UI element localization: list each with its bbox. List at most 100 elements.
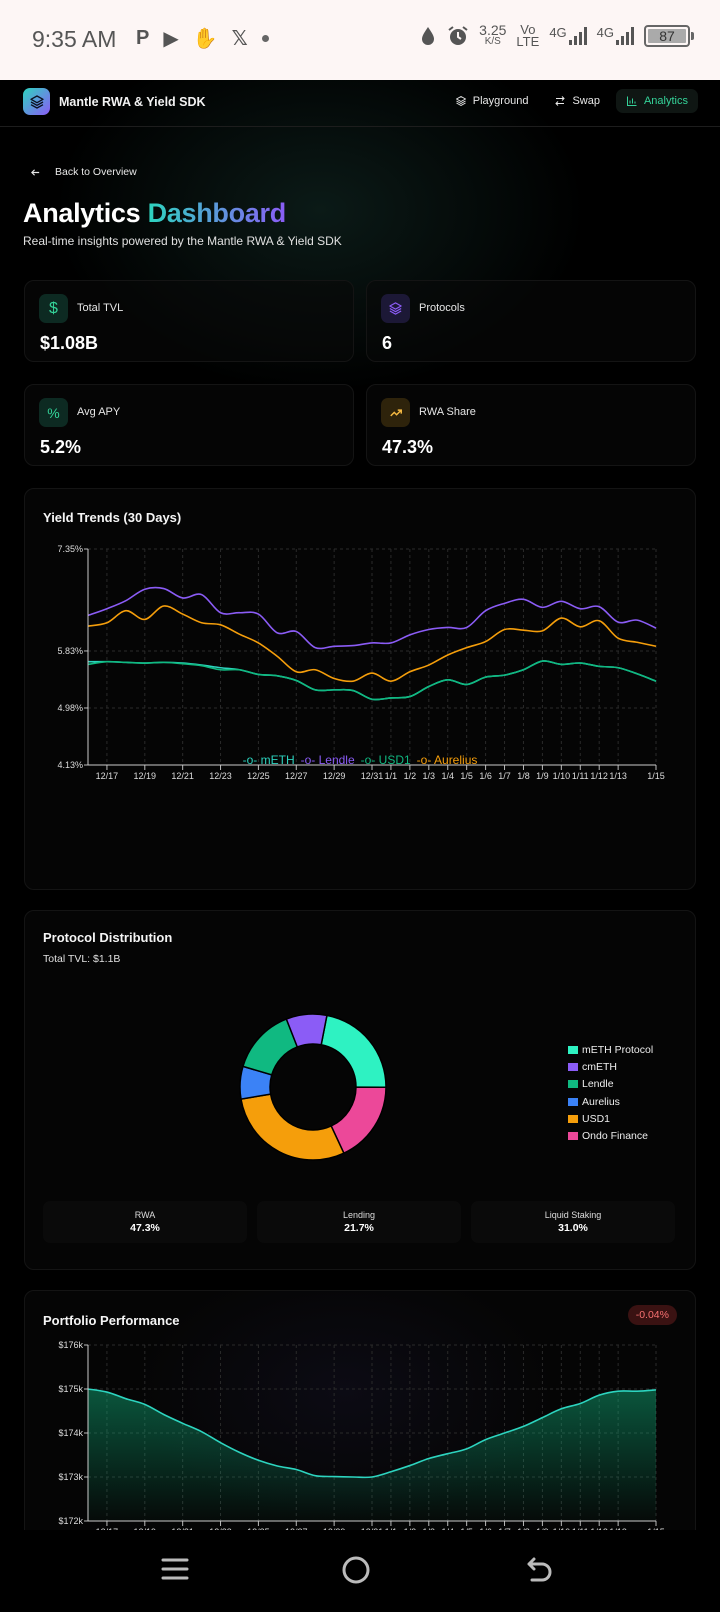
layers-icon	[381, 294, 410, 323]
x-tick-label: 1/3	[423, 771, 436, 781]
x-tick-label: 1/12	[590, 771, 608, 781]
series-line-lendle	[87, 586, 657, 650]
top-nav: Mantle RWA & Yield SDK Playground Swap A…	[0, 80, 720, 127]
category-label: RWA	[134, 1210, 156, 1220]
home-button[interactable]	[340, 1554, 380, 1590]
recents-button[interactable]	[160, 1554, 200, 1590]
volte-indicator: Vo LTE	[516, 22, 540, 49]
yield-trends-card: Yield Trends (30 Days) 12/17 12/19 12/21 12…	[24, 488, 696, 890]
stat-label: Total TVL	[77, 302, 124, 314]
area-fill	[88, 1389, 656, 1521]
network-speed: 3.25 K/S	[479, 22, 507, 47]
back-button[interactable]	[524, 1554, 564, 1590]
nav-analytics[interactable]: Analytics	[615, 89, 698, 113]
donut-chart	[239, 1013, 387, 1161]
donut-slice-usd1	[240, 1093, 345, 1161]
status-time: 9:35 AM	[32, 26, 117, 52]
arrow-left-icon	[31, 168, 40, 176]
stat-card-avg-apy: % Avg APY 5.2%	[24, 384, 354, 466]
nav-links: Playground Swap Analytics	[445, 89, 698, 113]
category-liquid-staking: Liquid Staking 31.0%	[471, 1201, 675, 1243]
y-tick-label: $172k	[58, 1516, 83, 1526]
legend-item-usd1[interactable]: -o- USD1	[360, 753, 411, 767]
x-tick-label: 12/25	[247, 771, 270, 781]
swap-icon	[555, 96, 566, 106]
y-tick-label: 4.13%	[57, 760, 83, 770]
x-tick-label: 1/15	[647, 771, 665, 781]
stat-value: $1.08B	[40, 333, 99, 353]
layers-icon	[29, 94, 44, 109]
category-value: 31.0%	[558, 1222, 588, 1234]
nav-playground[interactable]: Playground	[445, 89, 539, 113]
stat-label: RWA Share	[419, 406, 476, 418]
y-tick-label: $174k	[58, 1428, 83, 1438]
y-tick-label: $175k	[58, 1384, 83, 1394]
legend-label: mETH Protocol	[582, 1043, 654, 1056]
y-tick-label: $176k	[58, 1340, 83, 1350]
y-tick-label: 5.83%	[57, 646, 83, 656]
distribution-title: Protocol Distribution	[43, 930, 173, 945]
title-accent: Dashboard	[147, 198, 287, 228]
stat-label: Avg APY	[77, 406, 121, 418]
x-tick-label: 1/1	[385, 771, 398, 781]
legend-item-aurelius[interactable]: Aurelius	[568, 1093, 653, 1110]
series-line-aurelius	[87, 605, 657, 683]
status-bar: 9:35 AM P ▶ ✋ 𝕏 3.25 K/S Vo LTE 4G 4G 87	[0, 0, 720, 80]
battery-icon: 87	[644, 25, 694, 47]
legend-item-meth[interactable]: -o- mETH	[242, 753, 295, 767]
bar-chart-icon	[626, 96, 637, 106]
protocol-distribution-card: Protocol Distribution Total TVL: $1.1B m…	[24, 910, 696, 1270]
legend-item-cmeth[interactable]: cmETH	[568, 1058, 653, 1075]
alarm-icon	[448, 26, 468, 45]
category-label: Lending	[342, 1210, 376, 1220]
legend-item-meth-protocol[interactable]: mETH Protocol	[568, 1041, 653, 1058]
stat-value: 6	[382, 333, 393, 353]
series-line-portfolio	[87, 1388, 657, 1479]
category-value: 47.3%	[130, 1222, 160, 1234]
back-to-overview-link[interactable]: Back to Overview	[30, 166, 137, 178]
y-tick-label: 4.98%	[57, 703, 83, 713]
title-plain: Analytics	[23, 198, 141, 228]
category-lending: Lending 21.7%	[257, 1201, 461, 1243]
legend-label: Ondo Finance	[582, 1130, 648, 1143]
portfolio-performance-card: Portfolio Performance -0.04% 12/1712/191…	[24, 1290, 696, 1552]
sim1-signal: 4G	[549, 26, 587, 45]
nav-swap-label: Swap	[572, 95, 600, 107]
dot-icon	[261, 35, 269, 42]
wave-hand-icon: ✋	[192, 28, 218, 50]
app-container: Mantle RWA & Yield SDK Playground Swap A…	[0, 80, 720, 1552]
yield-legend: -o- mETH -o- Lendle -o- USD1 -o- Aurelius	[25, 753, 695, 767]
x-tick-label: 1/9	[536, 771, 549, 781]
x-tick-label: 12/21	[171, 771, 194, 781]
data-saver-icon	[422, 27, 435, 45]
x-tick-label: 12/19	[134, 771, 157, 781]
legend-item-usd1[interactable]: USD1	[568, 1110, 653, 1127]
stat-label: Protocols	[419, 302, 465, 314]
legend-item-lendle[interactable]: -o- Lendle	[300, 753, 355, 767]
pocket-fm-icon: ▶	[163, 28, 179, 50]
category-value: 21.7%	[344, 1222, 374, 1234]
x-tick-label: 12/29	[323, 771, 346, 781]
stat-value: 5.2%	[40, 437, 82, 457]
brand-logo[interactable]	[23, 88, 50, 115]
x-tick-label: 12/31	[361, 771, 384, 781]
brand-name[interactable]: Mantle RWA & Yield SDK	[59, 95, 206, 109]
legend-item-aurelius[interactable]: -o- Aurelius	[416, 753, 478, 767]
page-subtitle: Real-time insights powered by the Mantle…	[23, 234, 342, 248]
legend-item-ondo-finance[interactable]: Ondo Finance	[568, 1127, 653, 1144]
distribution-subtitle: Total TVL: $1.1B	[43, 953, 121, 965]
legend-swatch	[568, 1114, 578, 1123]
x-tick-label: 1/10	[553, 771, 571, 781]
portfolio-chart: 12/1712/1912/2112/2312/2512/2712/2912/31…	[58, 1340, 664, 1537]
legend-item-lendle[interactable]: Lendle	[568, 1076, 653, 1093]
donut-slice-cmeth	[285, 1013, 328, 1048]
x-tick-label: 1/7	[498, 771, 511, 781]
x-tick-label: 1/11	[572, 771, 589, 781]
legend-swatch	[568, 1080, 578, 1089]
nav-swap[interactable]: Swap	[544, 89, 610, 113]
x-tick-label: 12/17	[96, 771, 119, 781]
trending-up-icon	[381, 398, 410, 427]
x-tick-label: 12/27	[285, 771, 308, 781]
nav-playground-label: Playground	[472, 95, 529, 107]
legend-swatch	[568, 1097, 578, 1106]
